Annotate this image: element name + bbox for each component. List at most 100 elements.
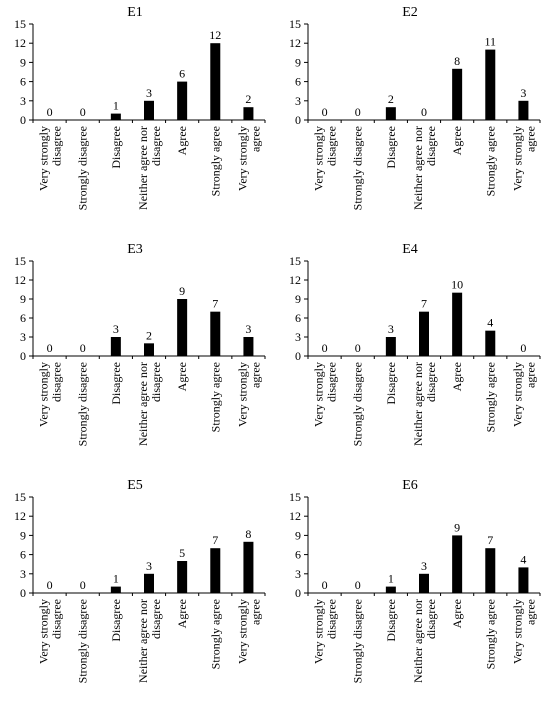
x-tick-label: Strongly agree: [208, 599, 222, 669]
data-label: 0: [47, 341, 53, 355]
bar: [110, 113, 121, 120]
data-label: 0: [520, 341, 526, 355]
y-tick-label: 6: [295, 548, 301, 562]
data-label: 0: [355, 105, 361, 119]
data-label: 0: [80, 341, 86, 355]
bar: [385, 586, 396, 593]
data-label: 3: [146, 559, 152, 573]
data-label: 9: [454, 520, 460, 534]
x-tick-label: Agree: [175, 126, 189, 155]
x-tick-label: Very stronglydisagree: [312, 599, 339, 664]
x-tick-label: Agree: [175, 599, 189, 628]
bar: [518, 100, 529, 120]
bar: [243, 107, 254, 120]
bar: [485, 49, 496, 120]
data-label: 3: [113, 322, 119, 336]
y-tick-label: 0: [20, 586, 26, 600]
y-tick-label: 12: [289, 509, 301, 523]
bar: [210, 311, 221, 356]
y-tick-label: 6: [20, 311, 26, 325]
y-tick-label: 12: [14, 509, 26, 523]
chart-title: E5: [127, 478, 143, 493]
x-tick-label: Very stronglyagree: [510, 362, 537, 427]
data-label: 0: [355, 341, 361, 355]
x-tick-label: Very stronglyagree: [510, 126, 537, 191]
y-tick-label: 6: [20, 548, 26, 562]
x-tick-label: Neither agree nordisagree: [136, 599, 163, 683]
data-label: 0: [80, 105, 86, 119]
chart-panel-E4: E4 0 3 6 9 12 15 0 Very stronglydisagree 0 Strongl…: [289, 242, 541, 446]
x-tick-label: Strongly disagree: [351, 599, 365, 683]
y-tick-label: 3: [295, 330, 301, 344]
chart-panel-E3: E3 0 3 6 9 12 15 0 Very stronglydisagree 0 Strongl…: [14, 242, 266, 446]
data-label: 7: [212, 297, 218, 311]
data-label: 6: [179, 67, 185, 81]
data-label: 0: [80, 578, 86, 592]
data-label: 8: [454, 54, 460, 68]
y-tick-label: 9: [20, 528, 26, 542]
y-tick-label: 15: [14, 254, 26, 268]
y-tick-label: 3: [295, 94, 301, 108]
y-tick-label: 12: [289, 36, 301, 50]
data-label: 0: [47, 105, 53, 119]
x-tick-label: Disagree: [384, 599, 398, 642]
y-tick-label: 3: [295, 567, 301, 581]
x-tick-label: Strongly agree: [208, 362, 222, 432]
data-label: 11: [485, 35, 497, 49]
data-label: 9: [179, 284, 185, 298]
x-tick-label: Strongly disagree: [76, 599, 90, 683]
data-label: 3: [388, 322, 394, 336]
x-tick-label: Agree: [450, 126, 464, 155]
x-tick-label: Neither agree nordisagree: [136, 126, 163, 210]
data-label: 0: [355, 578, 361, 592]
x-tick-label: Strongly disagree: [76, 362, 90, 446]
x-tick-label: Very stronglydisagree: [312, 362, 339, 427]
x-tick-label: Disagree: [384, 362, 398, 405]
y-tick-label: 15: [14, 17, 26, 31]
chart-title: E6: [402, 478, 418, 493]
data-label: 3: [146, 86, 152, 100]
bar: [452, 68, 463, 120]
y-tick-label: 15: [14, 490, 26, 504]
y-tick-label: 15: [289, 254, 301, 268]
bar: [385, 107, 396, 120]
x-tick-label: Strongly agree: [483, 599, 497, 669]
data-label: 1: [113, 572, 119, 586]
data-label: 0: [322, 578, 328, 592]
bar: [452, 535, 463, 593]
y-tick-label: 6: [20, 75, 26, 89]
x-tick-label: Disagree: [109, 362, 123, 405]
x-tick-label: Agree: [175, 362, 189, 391]
y-tick-label: 3: [20, 94, 26, 108]
x-tick-label: Neither agree nordisagree: [411, 362, 438, 446]
y-tick-label: 0: [20, 349, 26, 363]
y-tick-label: 3: [20, 330, 26, 344]
chart-title: E2: [402, 5, 418, 20]
bar: [485, 548, 496, 593]
chart-title: E4: [402, 242, 418, 257]
bar: [144, 573, 154, 593]
y-tick-label: 9: [295, 292, 301, 306]
bar: [110, 337, 121, 356]
data-label: 3: [245, 322, 251, 336]
data-label: 5: [179, 546, 185, 560]
x-tick-label: Very stronglyagree: [235, 126, 262, 191]
data-label: 0: [322, 105, 328, 119]
bar: [452, 292, 463, 356]
x-tick-label: Strongly agree: [483, 362, 497, 432]
bar: [210, 548, 221, 593]
data-label: 0: [47, 578, 53, 592]
data-label: 4: [487, 316, 493, 330]
y-tick-label: 9: [20, 292, 26, 306]
x-tick-label: Very stronglydisagree: [37, 599, 64, 664]
data-label: 10: [451, 278, 463, 292]
data-label: 7: [421, 297, 427, 311]
chart-panel-E2: E2 0 3 6 9 12 15 0 Very stronglydisagree 0 Strongl…: [289, 5, 541, 210]
bar: [485, 330, 496, 356]
y-tick-label: 12: [14, 273, 26, 287]
x-tick-label: Very stronglyagree: [510, 599, 537, 664]
bar: [110, 586, 121, 593]
